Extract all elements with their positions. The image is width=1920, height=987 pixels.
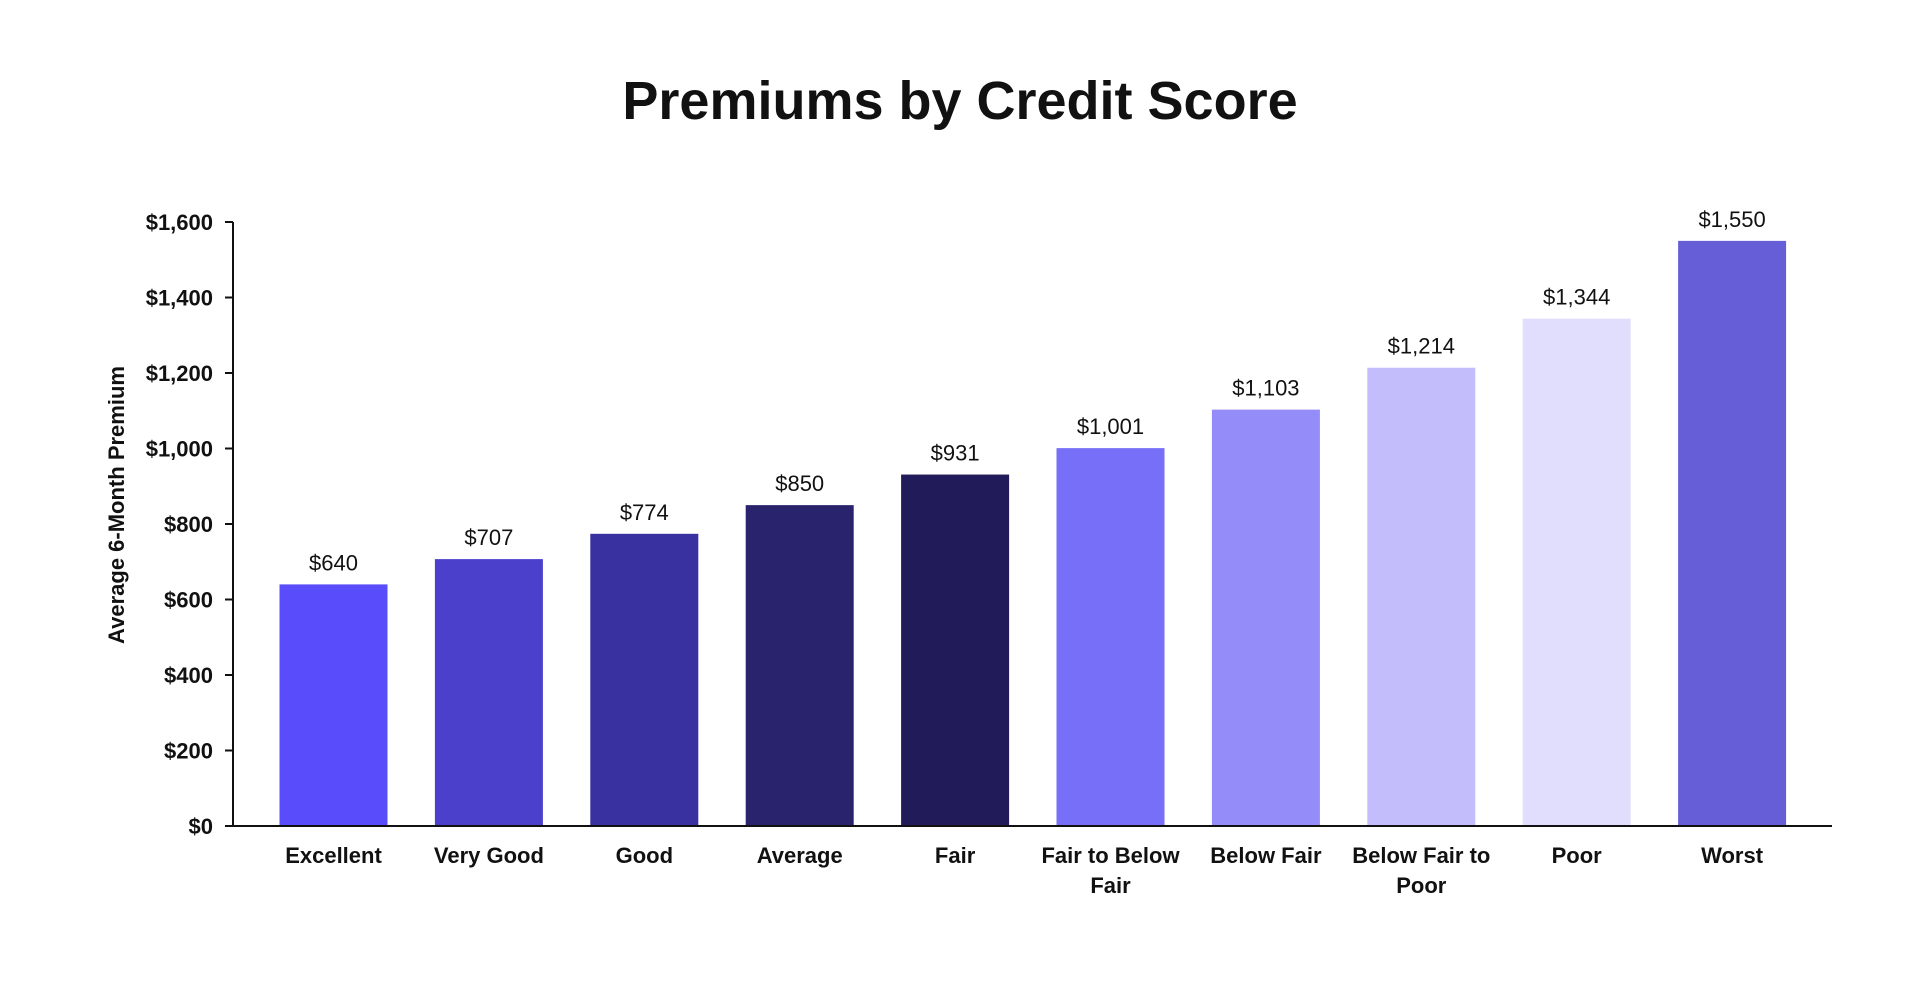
x-category-label: Fair [1090,873,1131,898]
bars [279,240,1787,826]
y-tick-label: $1,200 [146,361,213,386]
bar-value-label: $1,214 [1388,334,1455,359]
bar [590,533,699,826]
y-tick-label: $1,600 [146,210,213,235]
bar-value-label: $1,001 [1077,414,1144,439]
bar-value-label: $707 [464,525,513,550]
bar [745,505,854,826]
bar-value-label: $1,550 [1698,207,1765,232]
y-axis-title-group: Average 6-Month Premium [104,366,129,644]
bar [434,559,543,826]
bar-value-label: $774 [620,500,669,525]
x-category-label: Very Good [434,843,544,868]
y-axis-title: Average 6-Month Premium [104,366,129,644]
y-tick-label: $400 [164,663,213,688]
bar-value-label: $1,344 [1543,285,1610,310]
chart-title: Premiums by Credit Score [622,71,1298,131]
bar [901,474,1010,826]
y-tick-label: $600 [164,588,213,613]
x-axis-labels: Excellent Very Good Good Average Fair Fair to… [285,843,1764,898]
x-category-label: Poor [1552,843,1603,868]
x-category-label: Poor [1396,873,1447,898]
x-category-label: Fair to Below [1041,843,1180,868]
bar-value-label: $931 [931,441,980,466]
y-axis-ticks: $0 $200 $400 $600 $800 $1,000 $1,200 $1,400 $1,6… [146,210,233,839]
x-category-label: Average [757,843,843,868]
bar [1211,409,1320,826]
y-tick-label: $0 [189,814,213,839]
bar [1678,240,1787,826]
bar-value-label: $1,103 [1232,376,1299,401]
y-tick-label: $200 [164,739,213,764]
bar [1522,318,1631,826]
bar-value-label: $640 [309,550,358,575]
x-category-label: Below Fair to [1352,843,1490,868]
x-category-label: Excellent [285,843,382,868]
x-category-label: Worst [1701,843,1764,868]
bar [1367,367,1476,826]
bar [1056,448,1165,826]
x-category-label: Good [616,843,673,868]
data-labels: $640 $707 $774 $850 $931 $1,001 $1,103 $1,214 $1… [309,207,1766,576]
bar [279,584,388,826]
x-category-label: Below Fair [1210,843,1322,868]
x-category-label: Fair [935,843,976,868]
y-tick-label: $1,400 [146,286,213,311]
bar-value-label: $850 [775,471,824,496]
y-tick-label: $1,000 [146,437,213,462]
y-tick-label: $800 [164,512,213,537]
